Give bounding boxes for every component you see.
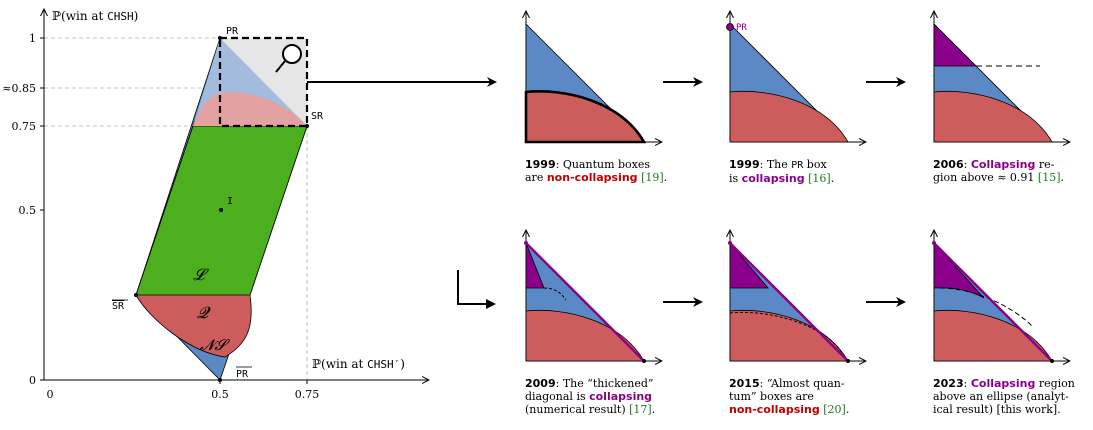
label-center: I [227, 196, 233, 207]
guide-lines [44, 37, 308, 380]
panel-collapsing-diagonal [729, 242, 849, 362]
caption-2023: 2023: Collapsing region above an ellipse… [933, 377, 1075, 416]
panel-2015 [728, 231, 865, 363]
y-tick-075: 0.75 [12, 120, 37, 133]
label-sr: SR [311, 111, 324, 122]
panel-quantum-region [933, 90, 1053, 143]
panel-quantum-region [729, 90, 849, 143]
panel-collapsing-diagonal [933, 242, 1053, 362]
panel-pr-point [524, 241, 528, 245]
history-panels: PR [524, 12, 1069, 363]
panel-sr-point [642, 359, 646, 363]
panel-collapsing-region [729, 241, 769, 289]
y-tick-05: 0.5 [19, 204, 37, 217]
y-axis-label: ℙ(win at CHSH) [52, 9, 138, 23]
caption-1999-pr: 1999: The PR box is collapsing [16]. [729, 158, 835, 185]
panel-1999-quantum [526, 12, 661, 142]
panel-quantum-region [729, 309, 849, 362]
row-wrap-arrow [457, 270, 496, 309]
vertex-pr-bar [218, 378, 222, 382]
label-nonsignaling: 𝓝𝓢 [200, 336, 230, 354]
panel-pr-point [726, 23, 734, 31]
panel-2006 [934, 12, 1069, 142]
panel-1999-pr: PR [727, 12, 866, 142]
panel-sr-point [846, 359, 850, 363]
panel-thickened-boundary [543, 287, 567, 301]
panel-2009 [524, 231, 661, 363]
panel-quantum-region [933, 309, 1053, 362]
label-pr-bar: PR [236, 369, 249, 380]
panel-pr-point [728, 241, 732, 245]
y-tick-1: 1 [29, 32, 36, 45]
panel-pr-label: PR [736, 23, 747, 33]
x-tick-05: 0.5 [211, 388, 229, 401]
panel-collapsing-region [933, 23, 977, 67]
panel-2023 [932, 231, 1069, 363]
caption-2015: 2015: “Almost quan- tum” boxes are non-c… [729, 377, 850, 416]
magnifier-icon [275, 44, 302, 73]
main-diagram: 1 ≈0.85 0.75 0.5 0 0 0.5 0.75 ℙ(win at C… [2, 9, 428, 401]
y-tick-0: 0 [29, 374, 36, 387]
x-tick-075: 0.75 [295, 388, 320, 401]
panel-sr-point [1050, 359, 1054, 363]
caption-2009: 2009: The “thickened” diagonal is collap… [525, 377, 656, 416]
vertex-center [219, 208, 223, 212]
panel-collapsing-region [525, 242, 545, 289]
vertex-sr [305, 124, 309, 128]
x-tick-0: 0 [47, 388, 54, 401]
caption-2006: 2006: Collapsing re- gion above ≈ 0.91 [… [933, 158, 1065, 184]
vertex-sr-bar [134, 293, 138, 297]
x-axis-label: ℙ(win at CHSH′) [312, 357, 405, 371]
label-sr-bar: SR [112, 301, 125, 312]
panel-pr-point [932, 241, 936, 245]
y-tick-085: ≈0.85 [2, 82, 36, 95]
vertex-pr [218, 36, 222, 40]
label-pr: PR [226, 26, 239, 37]
label-quantum: 𝓠 [197, 303, 211, 322]
caption-1999-quantum: 1999: Quantum boxes are non-collapsing [… [525, 158, 668, 184]
panel-almost-quantum-boundary [729, 311, 843, 354]
panel-quantum-region [525, 309, 645, 362]
panel-quantum-boundary [524, 90, 647, 144]
panel-collapsing-diagonal [525, 242, 645, 362]
